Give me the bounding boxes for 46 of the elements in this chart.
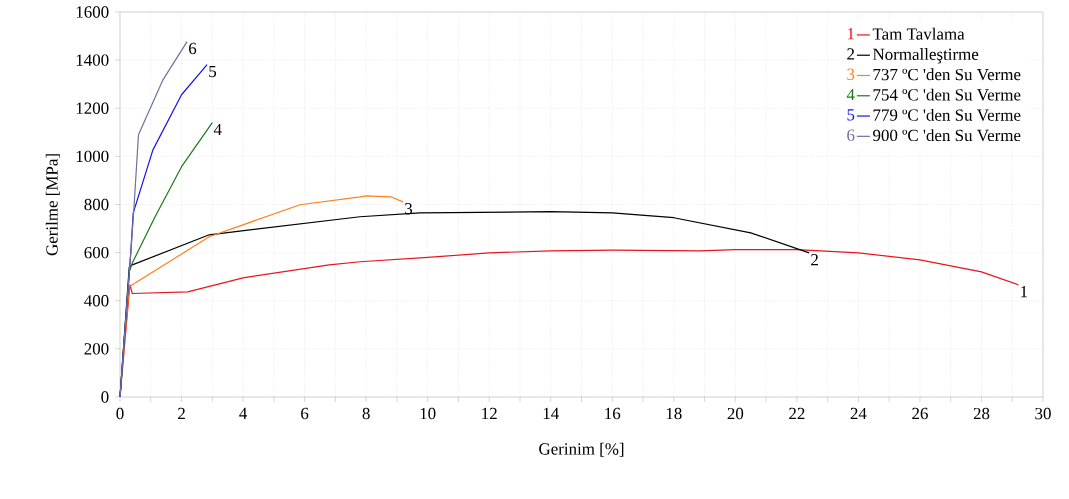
x-tick-label: 16 xyxy=(605,407,621,420)
x-tick-label: 2 xyxy=(178,407,185,420)
x-tick-label: 28 xyxy=(973,407,990,420)
annotation: 3 xyxy=(405,203,413,215)
x-tick-label: 18 xyxy=(666,407,682,420)
x-tick-label: 14 xyxy=(543,407,559,420)
y-tick-label: 200 xyxy=(84,343,109,355)
y-tick-label: 1600 xyxy=(76,6,109,18)
x-tick-label: 12 xyxy=(482,407,497,420)
x-tick-label: 24 xyxy=(850,407,867,420)
annotation: 1 xyxy=(1021,286,1028,298)
x-tick-label: 0 xyxy=(116,407,124,420)
y-tick-label: 0 xyxy=(101,391,109,403)
y-tick-label: 600 xyxy=(84,246,109,259)
y-tick-label: 400 xyxy=(84,295,109,307)
text: 5 xyxy=(847,109,855,121)
x-tick-label: 22 xyxy=(789,407,805,420)
text: 3 xyxy=(847,68,855,81)
y-tick-label: 1200 xyxy=(76,102,109,114)
legend-label: 737 ºC 'den Su Verme xyxy=(873,68,1021,81)
x-tick-label: 8 xyxy=(362,407,370,420)
x-tick-label: 26 xyxy=(912,407,928,420)
legend-label: 754 ºC 'den Su Verme xyxy=(873,88,1021,101)
text: 1 xyxy=(847,28,854,40)
legend-label: Normalleştirme xyxy=(872,48,979,64)
legend-label: 779 ºC 'den Su Verme xyxy=(873,108,1021,121)
annotation: 4 xyxy=(213,123,222,136)
line-series xyxy=(119,40,188,398)
annotation: 5 xyxy=(209,65,217,78)
x-tick-label: 4 xyxy=(239,407,248,419)
x-tick-label: 20 xyxy=(727,407,744,420)
annotation: 2 xyxy=(811,254,818,266)
y-axis-title: Gerilme [MPa] xyxy=(45,154,60,256)
y-tick-label: 800 xyxy=(84,198,109,211)
annotation: 6 xyxy=(189,42,197,55)
y-tick-label: 1400 xyxy=(76,54,109,66)
x-axis-title: Gerinim [%] xyxy=(539,442,624,457)
x-tick-label: 10 xyxy=(420,407,436,420)
legend-label: 900 ºC 'den Su Verme xyxy=(873,129,1021,142)
y-tick-label: 1000 xyxy=(76,150,109,163)
x-tick-label: 6 xyxy=(301,407,309,420)
legend-label: Tam Tavlama xyxy=(872,27,965,40)
x-tick-label: 30 xyxy=(1035,407,1051,420)
text: 6 xyxy=(847,129,855,141)
text: 2 xyxy=(847,48,855,60)
text: 4 xyxy=(846,88,855,101)
